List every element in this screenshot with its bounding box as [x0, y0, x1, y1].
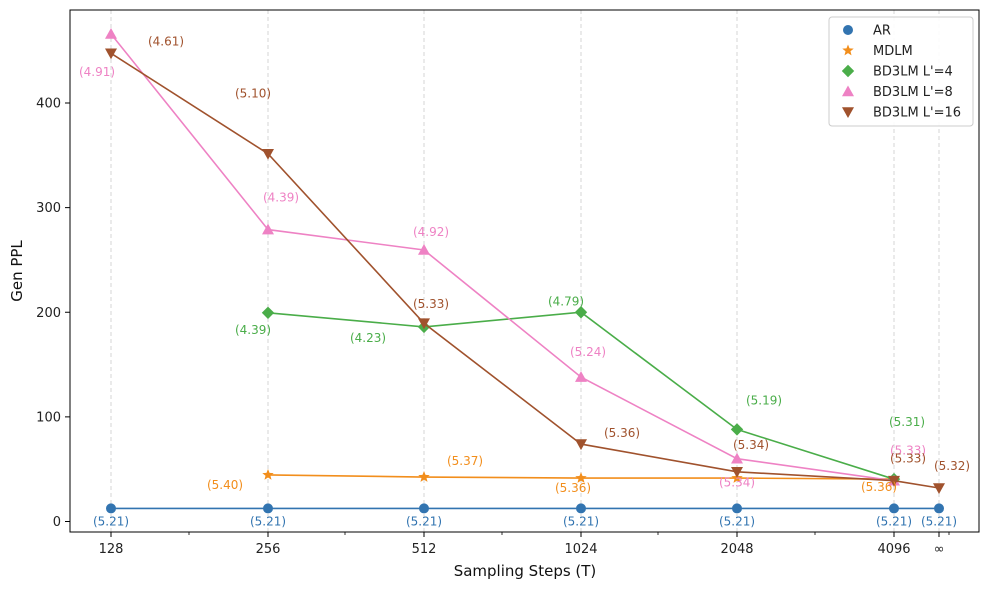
data-label: (5.24) [570, 345, 606, 359]
series-lines [105, 27, 945, 514]
data-point-2-0 [261, 306, 275, 319]
data-label: (5.21) [563, 514, 599, 528]
data-point-0-1 [263, 503, 273, 514]
legend-label: BD3LM L'=16 [873, 106, 961, 121]
legend-marker-3 [842, 85, 854, 97]
series-line-4 [110, 52, 940, 489]
data-point-0-0 [106, 503, 116, 514]
data-label: (4.61) [148, 34, 184, 48]
data-label: (4.79) [548, 294, 584, 308]
legend-marker-0 [843, 25, 853, 35]
data-point-2-3 [730, 423, 744, 436]
data-point-3-1 [262, 223, 274, 235]
x-tick-label: 2048 [720, 542, 753, 557]
data-label: (5.33) [413, 297, 449, 311]
data-label: (5.37) [447, 454, 483, 468]
data-point-4-4 [731, 467, 743, 478]
legend-marker-2 [841, 64, 855, 78]
data-label: (5.21) [921, 514, 957, 528]
x-tick-label: 1024 [564, 542, 597, 557]
legend: AR MDLM BD3LM L'=4 BD3LM L'=8 BD3LM L'=16 [828, 16, 974, 127]
data-point-0-5 [889, 503, 899, 514]
data-point-4-1 [262, 148, 274, 160]
data-label: (5.21) [250, 514, 286, 528]
x-tick-label: ∞ [934, 542, 945, 557]
data-labels: (5.21) (5.21) (5.21) (5.21) (5.21) (5.21) (5.2… [79, 34, 970, 528]
data-label: (5.21) [93, 514, 129, 528]
data-label: (5.36) [555, 481, 591, 495]
y-axis-title: Gen PPL [8, 240, 26, 302]
legend-label: AR [873, 24, 891, 39]
data-point-1-0 [262, 468, 274, 480]
data-label: (5.36) [861, 480, 897, 494]
data-label: (5.21) [406, 514, 442, 528]
data-point-3-4 [731, 452, 743, 464]
plot-frame [69, 9, 980, 533]
data-point-3-0 [105, 27, 117, 39]
data-point-1-1 [418, 471, 430, 482]
data-label: (5.34) [719, 476, 755, 490]
x-axis-title: Sampling Steps (T) [454, 562, 597, 580]
data-label: (4.23) [350, 331, 386, 345]
data-label: (4.92) [413, 225, 449, 239]
data-label: (5.33) [890, 444, 926, 458]
data-point-0-4 [732, 503, 742, 514]
legend-label: MDLM [873, 44, 913, 59]
x-tick-label: 128 [99, 542, 124, 557]
data-point-1-2 [575, 472, 587, 483]
data-label: (5.19) [746, 393, 782, 407]
data-point-0-6 [934, 503, 944, 514]
y-tick-label: 200 [36, 306, 61, 321]
data-label: (4.39) [263, 191, 299, 205]
data-label: (5.10) [235, 87, 271, 101]
data-point-0-3 [576, 503, 586, 514]
legend-label: BD3LM L'=4 [873, 65, 953, 80]
data-point-3-3 [575, 371, 587, 382]
data-point-3-2 [418, 243, 430, 255]
data-label: (5.32) [934, 459, 970, 473]
x-tick-label: 512 [412, 542, 437, 557]
data-label: (5.36) [604, 426, 640, 440]
data-label: (5.21) [719, 514, 755, 528]
data-point-2-2 [574, 306, 588, 319]
legend-label: BD3LM L'=8 [873, 85, 953, 100]
y-tick-label: 400 [36, 97, 61, 112]
data-label: (5.34) [733, 438, 769, 452]
y-tick-label: 0 [53, 515, 61, 530]
y-tick-label: 100 [36, 410, 61, 425]
data-label: (4.91) [79, 65, 115, 79]
axes: 128 256 512 1024 2048 4096 ∞ 0 100 200 300 400 [36, 97, 950, 557]
data-label: (5.40) [207, 478, 243, 492]
data-point-4-5 [888, 475, 900, 487]
legend-marker-4 [842, 107, 854, 118]
y-tick-label: 300 [36, 201, 61, 216]
series-line-3 [110, 33, 895, 482]
x-tick-label: 4096 [877, 542, 910, 557]
x-tick-label: 256 [256, 542, 281, 557]
data-point-4-6 [933, 483, 945, 495]
legend-marker-1 [842, 44, 854, 56]
data-label: (4.39) [235, 323, 271, 337]
data-label: (5.31) [889, 415, 925, 429]
data-point-4-2 [418, 318, 430, 330]
data-point-4-3 [575, 439, 587, 451]
legend-box [828, 16, 974, 127]
data-point-4-0 [105, 48, 117, 60]
data-label: (5.33) [890, 452, 926, 466]
data-point-0-2 [419, 503, 429, 514]
data-label: (5.21) [876, 514, 912, 528]
